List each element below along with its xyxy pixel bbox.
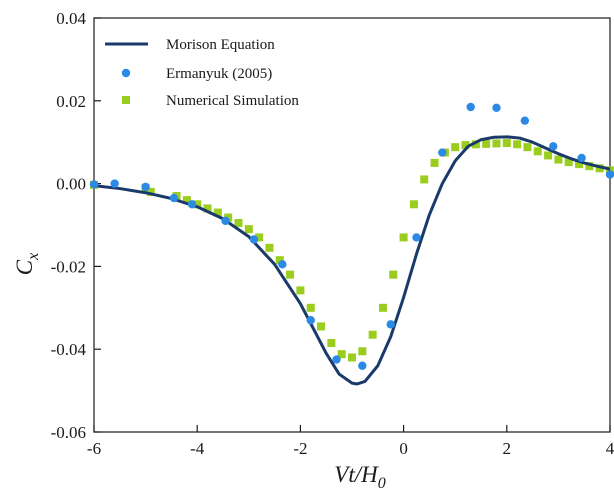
legend-label: Ermanyuk (2005) bbox=[166, 66, 272, 82]
point-numerical-simulation bbox=[451, 143, 460, 152]
x-tick-label: -2 bbox=[293, 439, 307, 458]
y-axis-title: Cx bbox=[12, 253, 42, 275]
point-numerical-simulation bbox=[544, 151, 553, 160]
legend-label: Numerical Simulation bbox=[166, 93, 299, 109]
point-numerical-simulation bbox=[585, 162, 594, 171]
point-numerical-simulation bbox=[492, 139, 501, 148]
point-numerical-simulation bbox=[265, 243, 274, 252]
legend: Morison Equation Ermanyuk (2005) Numerical… bbox=[105, 37, 299, 109]
y-tick-label: 0.02 bbox=[56, 92, 86, 111]
point-numerical-simulation bbox=[564, 158, 573, 167]
y-tick-label: -0.06 bbox=[51, 423, 86, 442]
y-tick-label: 0.00 bbox=[56, 175, 86, 194]
point-numerical-simulation bbox=[513, 140, 522, 149]
point-numerical-simulation bbox=[409, 200, 418, 209]
point-ermanyuk-2005 bbox=[466, 102, 475, 112]
x-tick-label: 4 bbox=[606, 439, 614, 458]
legend-label: Morison Equation bbox=[166, 37, 275, 53]
point-numerical-simulation bbox=[306, 303, 315, 312]
point-numerical-simulation bbox=[430, 158, 439, 167]
point-numerical-simulation bbox=[255, 233, 264, 242]
point-ermanyuk-2005 bbox=[110, 179, 119, 188]
point-numerical-simulation bbox=[193, 200, 202, 209]
point-numerical-simulation bbox=[327, 338, 336, 347]
x-axis-title-sub: 0 bbox=[378, 475, 386, 492]
y-axis-title-sub: x bbox=[25, 253, 42, 261]
point-numerical-simulation bbox=[523, 143, 532, 152]
y-axis-title-main: C bbox=[12, 259, 37, 275]
point-numerical-simulation bbox=[471, 140, 480, 149]
point-ermanyuk-2005 bbox=[332, 355, 341, 364]
point-numerical-simulation bbox=[461, 141, 470, 150]
y-tick-label: -0.04 bbox=[51, 340, 87, 359]
point-numerical-simulation bbox=[213, 208, 222, 217]
point-ermanyuk-2005 bbox=[187, 200, 197, 209]
point-numerical-simulation bbox=[378, 303, 387, 312]
point-numerical-simulation bbox=[234, 218, 243, 227]
x-tick-label: 2 bbox=[503, 439, 512, 458]
point-ermanyuk-2005 bbox=[605, 170, 614, 179]
point-ermanyuk-2005 bbox=[221, 216, 230, 226]
point-ermanyuk-2005 bbox=[89, 180, 99, 189]
point-ermanyuk-2005 bbox=[278, 260, 287, 269]
point-numerical-simulation bbox=[244, 225, 253, 234]
point-ermanyuk-2005 bbox=[492, 103, 501, 113]
x-tick-label: -6 bbox=[87, 439, 101, 458]
point-numerical-simulation bbox=[358, 347, 367, 356]
x-tick-label: -4 bbox=[190, 439, 205, 458]
series-line-morison-equation bbox=[93, 135, 611, 386]
point-ermanyuk-2005 bbox=[141, 182, 150, 192]
point-numerical-simulation bbox=[502, 139, 511, 148]
point-ermanyuk-2005 bbox=[306, 316, 315, 325]
point-numerical-simulation bbox=[368, 330, 377, 339]
point-numerical-simulation bbox=[203, 204, 212, 213]
point-ermanyuk-2005 bbox=[358, 361, 367, 370]
point-numerical-simulation bbox=[389, 270, 398, 279]
point-ermanyuk-2005 bbox=[249, 235, 259, 244]
point-ermanyuk-2005 bbox=[549, 142, 558, 151]
point-numerical-simulation bbox=[286, 270, 295, 279]
x-tick-label: 0 bbox=[399, 439, 408, 458]
point-numerical-simulation bbox=[575, 160, 584, 169]
x-axis-title: Vt/H0 bbox=[334, 462, 385, 492]
legend-swatch-numerical-simulation bbox=[122, 96, 130, 104]
series-layer bbox=[89, 102, 614, 386]
point-ermanyuk-2005 bbox=[438, 148, 447, 157]
legend-swatch-ermanyuk-2005 bbox=[121, 68, 131, 78]
point-numerical-simulation bbox=[317, 322, 326, 331]
point-ermanyuk-2005 bbox=[386, 320, 395, 329]
point-ermanyuk-2005 bbox=[520, 116, 530, 125]
point-ermanyuk-2005 bbox=[412, 233, 421, 242]
y-tick-label: 0.04 bbox=[56, 9, 86, 28]
axis-ticks: -6 -4 -2 0 2 4 -0.06 -0.04 -0.02 0.00 0.02 0.04 bbox=[51, 9, 614, 458]
point-ermanyuk-2005 bbox=[577, 153, 586, 163]
y-tick-label: -0.02 bbox=[51, 257, 86, 276]
point-numerical-simulation bbox=[554, 155, 563, 164]
point-numerical-simulation bbox=[182, 196, 191, 205]
point-ermanyuk-2005 bbox=[169, 193, 179, 203]
x-axis-title-main: Vt/H bbox=[334, 462, 379, 487]
point-numerical-simulation bbox=[399, 233, 408, 242]
point-numerical-simulation bbox=[296, 286, 305, 295]
point-numerical-simulation bbox=[482, 139, 491, 148]
point-numerical-simulation bbox=[420, 175, 429, 184]
point-numerical-simulation bbox=[348, 353, 356, 362]
plot-frame bbox=[93, 17, 611, 433]
point-numerical-simulation bbox=[146, 187, 155, 196]
point-numerical-simulation bbox=[533, 147, 542, 156]
point-numerical-simulation bbox=[275, 256, 284, 265]
point-numerical-simulation bbox=[337, 350, 346, 359]
